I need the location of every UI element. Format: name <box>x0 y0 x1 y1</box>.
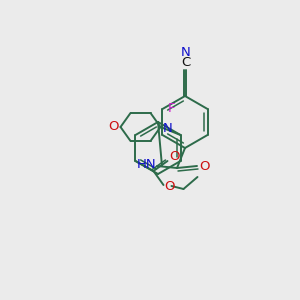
Text: C: C <box>182 56 190 68</box>
Text: N: N <box>163 122 172 134</box>
Text: O: O <box>169 151 180 164</box>
Text: O: O <box>108 121 119 134</box>
Text: F: F <box>168 101 175 115</box>
Text: O: O <box>164 181 175 194</box>
Text: O: O <box>200 160 210 172</box>
Text: HN: HN <box>137 158 157 172</box>
Text: N: N <box>181 46 191 59</box>
